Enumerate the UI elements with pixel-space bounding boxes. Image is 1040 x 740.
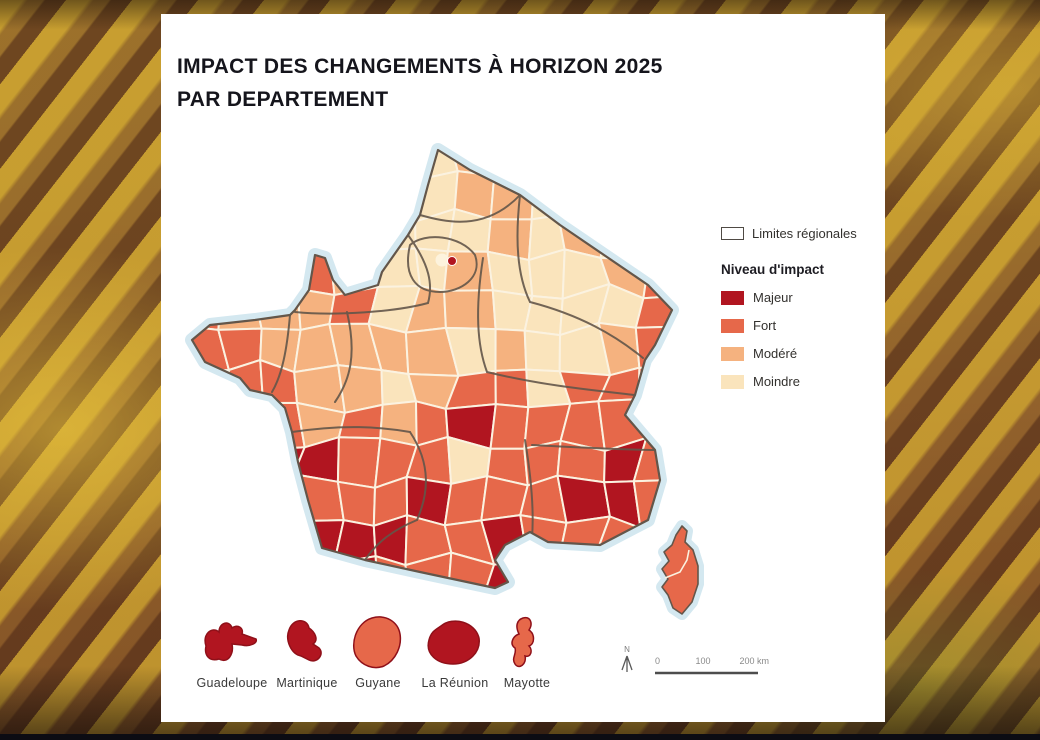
legend-item-majeur: Majeur [721,290,881,305]
modere-swatch [721,346,744,361]
fort-swatch [721,318,744,333]
territory-la-reunion: La Réunion [409,612,501,690]
infographic-card: IMPACT DES CHANGEMENTS À HORIZON 2025 PA… [161,14,885,722]
scale-tick-200km: 200 km [739,656,769,666]
scale-tick-100: 100 [695,656,710,666]
moindre-label: Moindre [753,374,800,389]
territory-guadeloupe: Guadeloupe [186,612,278,690]
north-arrow-icon [621,655,633,672]
scale-tick-0: 0 [655,656,660,666]
territory-label: Guyane [355,676,401,690]
scale-bar: N 0 100 200 km [621,645,769,675]
overseas-territories: Guadeloupe Martinique Guyane La Réunion … [161,612,611,716]
page-title: IMPACT DES CHANGEMENTS À HORIZON 2025 PA… [177,50,837,116]
page-title-line1: IMPACT DES CHANGEMENTS À HORIZON 2025 [177,55,663,78]
page-title-line2: PAR DEPARTEMENT [177,88,389,111]
paris-inner-suburbs [435,253,449,267]
territory-label: Martinique [276,676,338,690]
legend-item-fort: Fort [721,318,881,333]
regional-limits-label: Limites régionales [752,226,857,241]
legend-item-modere: Modéré [721,346,881,361]
martinique-shape [287,620,322,662]
guyane-shape [352,616,402,669]
modere-label: Modéré [753,346,798,361]
territory-label: Guadeloupe [196,676,268,690]
mayotte-shape [511,616,535,668]
territory-martinique: Martinique [261,612,353,690]
region-borders [271,194,656,561]
photo-bottom-dark-edge [0,734,1040,740]
paris-majeur-dot [447,256,457,266]
legend-regional-limits: Limites régionales [721,226,881,241]
fort-label: Fort [753,318,777,333]
legend-item-moindre: Moindre [721,374,881,389]
regional-limits-swatch [721,227,744,240]
legend-title: Niveau d'impact [721,262,824,277]
france-outline [190,148,674,590]
france-choropleth-map [185,143,704,620]
majeur-swatch [721,290,744,305]
territory-guyane: Guyane [332,612,424,690]
guadeloupe-shape [204,622,258,661]
la-reunion-shape [427,620,480,665]
majeur-label: Majeur [753,290,793,305]
moindre-swatch [721,374,744,389]
territory-label: Mayotte [503,676,551,690]
north-label: N [624,645,630,654]
territory-label: La Réunion [421,676,489,690]
legend: Limites régionales Niveau d'impact Majeu… [721,226,881,389]
corsica [656,520,704,620]
territory-mayotte: Mayotte [481,612,573,690]
